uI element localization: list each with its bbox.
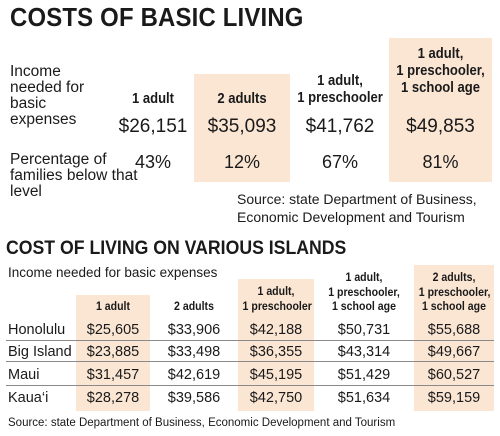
row-divider (6, 340, 494, 341)
section1-title: COSTS OF BASIC LIVING (10, 2, 304, 32)
island-name: Maui (8, 367, 40, 383)
value-cell: $49,667 (427, 344, 481, 360)
value-cell: $51,634 (337, 390, 391, 406)
row-divider (6, 385, 494, 386)
value-cell: $45,195 (249, 367, 303, 383)
value-cell: $59,159 (427, 390, 481, 406)
value-cell: $39,586 (167, 390, 221, 406)
row-divider (6, 361, 494, 362)
col-header-family: 1 adult, 1 preschooler, 1 school age (396, 46, 485, 96)
income-1adult-1preschooler: $41,762 (305, 116, 375, 137)
highlight-col-2adults-family (414, 265, 494, 411)
col-header-1adult: 1 adult (131, 91, 175, 107)
section2-title: COST OF LIVING ON VARIOUS ISLANDS (6, 238, 347, 259)
value-cell: $42,619 (167, 367, 221, 383)
percent-1adult: 43% (134, 152, 172, 172)
section2-source: Source: state Department of Business, Ec… (8, 417, 396, 429)
percent-family: 81% (422, 152, 459, 172)
income-family: $49,853 (406, 116, 475, 137)
col2-header-1adult-family: 1 adult, 1 preschooler, 1 school age (328, 270, 400, 313)
value-cell: $31,457 (86, 367, 140, 383)
value-cell: $55,688 (427, 322, 481, 338)
percent-1adult-1preschooler: 67% (321, 152, 359, 172)
col2-header-2adults-family: 2 adults, 1 preschooler, 1 school age (418, 270, 491, 313)
island-name: Honolulu (8, 322, 66, 338)
value-cell: $42,188 (249, 322, 303, 338)
value-cell: $60,527 (427, 367, 481, 383)
income-1adult: $26,151 (118, 116, 188, 137)
highlight-col-family4 (389, 38, 492, 182)
value-cell: $33,906 (167, 322, 221, 338)
highlight-col-1adult-1preschooler (238, 279, 314, 411)
col-header-2adults: 2 adults (217, 91, 267, 107)
section1-source: Source: state Department of Business, Ec… (237, 191, 477, 225)
value-cell: $33,498 (167, 344, 221, 360)
income-row-label: Income needed for basic expenses (10, 63, 85, 128)
value-cell: $25,605 (86, 322, 140, 338)
value-cell: $43,314 (337, 344, 391, 360)
highlight-col-1adult (76, 295, 150, 411)
value-cell: $36,355 (249, 344, 303, 360)
value-cell: $51,429 (337, 367, 391, 383)
percent-2adults: 12% (223, 152, 261, 172)
value-cell: $50,731 (337, 322, 391, 338)
col-header-1adult-1preschooler: 1 adult, 1 preschooler (297, 73, 383, 106)
table-row-big-island: Big Island $23,885 $33,498 $36,355 $43,3… (0, 344, 500, 362)
island-name: Big Island (8, 344, 72, 360)
value-cell: $42,750 (249, 390, 303, 406)
col2-header-2adults: 2 adults (174, 299, 214, 313)
table-row-maui: Maui $31,457 $42,619 $45,195 $51,429 $60… (0, 367, 500, 385)
value-cell: $28,278 (86, 390, 140, 406)
col2-header-1adult-1preschooler: 1 adult, 1 preschooler (242, 284, 312, 313)
highlight-col-2adults (194, 74, 290, 182)
col2-header-1adult: 1 adult (95, 299, 131, 313)
island-name: Kaua‘i (8, 390, 49, 406)
percent-row-label: Percentage of families below that level (10, 151, 138, 200)
value-cell: $23,885 (86, 344, 140, 360)
table-row-honolulu: Honolulu $25,605 $33,906 $42,188 $50,731… (0, 322, 500, 340)
table-row-kauai: Kaua‘i $28,278 $39,586 $42,750 $51,634 $… (0, 390, 500, 408)
section2-subtitle: Income needed for basic expenses (8, 265, 218, 280)
income-2adults: $35,093 (207, 116, 277, 137)
